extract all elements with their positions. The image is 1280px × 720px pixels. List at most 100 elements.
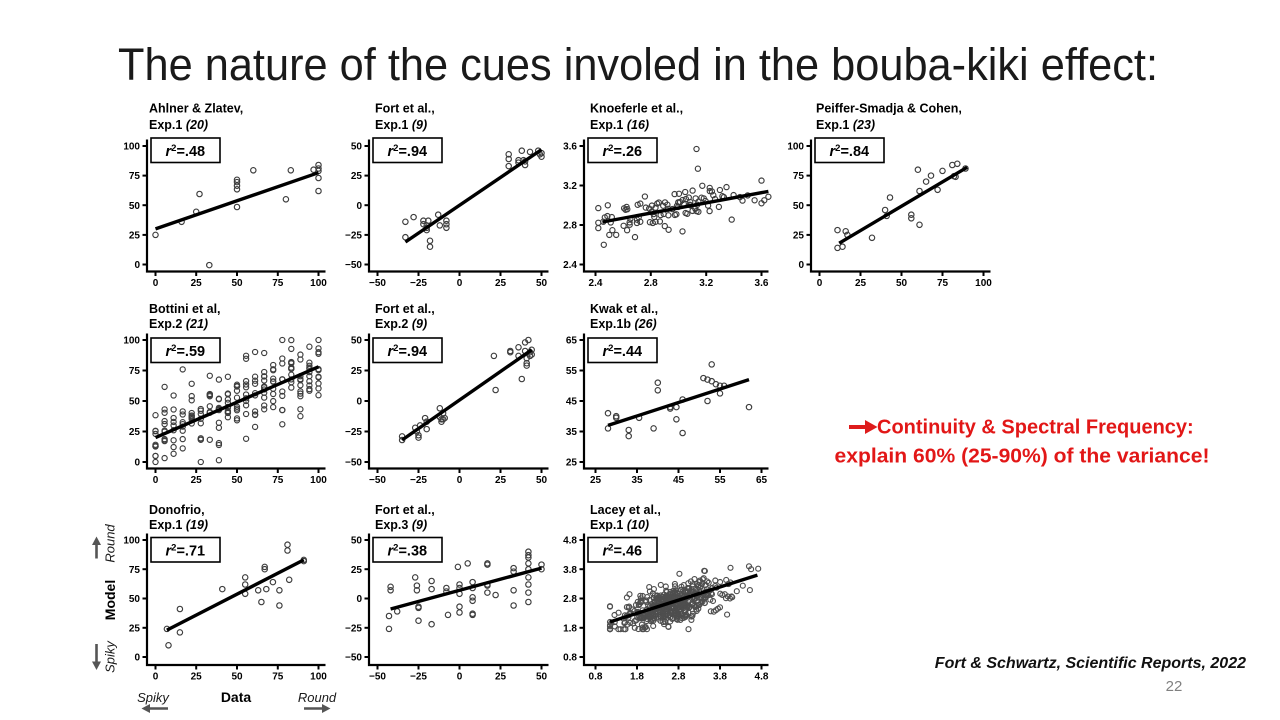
- svg-text:45: 45: [673, 475, 685, 486]
- svg-text:Exp.1 (10): Exp.1 (10): [590, 518, 649, 532]
- svg-text:100: 100: [123, 336, 140, 347]
- svg-text:22: 22: [1166, 678, 1183, 695]
- svg-text:r2=.38: r2=.38: [388, 543, 428, 560]
- svg-text:25: 25: [566, 458, 578, 469]
- svg-text:−50: −50: [345, 458, 362, 469]
- svg-text:2.8: 2.8: [563, 221, 577, 232]
- svg-text:50: 50: [351, 336, 363, 347]
- svg-text:50: 50: [896, 278, 908, 289]
- svg-text:65: 65: [756, 475, 768, 486]
- svg-text:r2=.26: r2=.26: [603, 143, 643, 160]
- svg-text:35: 35: [566, 427, 578, 438]
- svg-text:3.2: 3.2: [699, 278, 713, 289]
- svg-text:Exp.1 (23): Exp.1 (23): [816, 118, 875, 132]
- svg-text:Fort et al.,: Fort et al.,: [375, 302, 435, 316]
- svg-text:0: 0: [457, 475, 463, 486]
- svg-text:75: 75: [272, 672, 284, 683]
- svg-text:25: 25: [351, 565, 363, 576]
- svg-text:−50: −50: [345, 653, 362, 664]
- svg-text:100: 100: [123, 536, 140, 547]
- svg-text:55: 55: [566, 366, 578, 377]
- svg-text:Spiky: Spiky: [137, 690, 170, 705]
- svg-text:Exp.2 (9): Exp.2 (9): [375, 317, 427, 331]
- svg-text:25: 25: [855, 278, 867, 289]
- svg-text:0.8: 0.8: [589, 672, 603, 683]
- svg-text:65: 65: [566, 336, 578, 347]
- svg-text:2.4: 2.4: [589, 278, 603, 289]
- svg-text:100: 100: [310, 475, 327, 486]
- svg-text:25: 25: [191, 475, 203, 486]
- svg-text:3.6: 3.6: [563, 142, 577, 153]
- svg-text:Ahlner & Zlatev,: Ahlner & Zlatev,: [149, 102, 243, 116]
- svg-text:−25: −25: [410, 278, 427, 289]
- svg-text:25: 25: [191, 672, 203, 683]
- svg-text:−50: −50: [369, 278, 386, 289]
- svg-text:r2=.59: r2=.59: [166, 343, 206, 360]
- svg-text:25: 25: [351, 171, 363, 182]
- svg-text:25: 25: [793, 231, 805, 242]
- svg-text:75: 75: [937, 278, 949, 289]
- svg-text:0: 0: [153, 672, 159, 683]
- svg-text:100: 100: [787, 142, 804, 153]
- svg-text:25: 25: [129, 623, 141, 634]
- svg-text:−25: −25: [410, 475, 427, 486]
- svg-text:Exp.2 (21): Exp.2 (21): [149, 317, 208, 331]
- svg-text:50: 50: [351, 536, 363, 547]
- svg-text:3.8: 3.8: [713, 672, 727, 683]
- svg-text:Exp.1 (19): Exp.1 (19): [149, 518, 208, 532]
- svg-text:45: 45: [566, 397, 578, 408]
- svg-text:1.8: 1.8: [563, 623, 577, 634]
- svg-text:4.8: 4.8: [563, 536, 577, 547]
- svg-text:Bottini et al,: Bottini et al,: [149, 302, 221, 316]
- svg-text:3.8: 3.8: [563, 565, 577, 576]
- svg-text:r2=.44: r2=.44: [603, 343, 643, 360]
- svg-text:0: 0: [817, 278, 823, 289]
- svg-text:35: 35: [631, 475, 643, 486]
- svg-text:50: 50: [231, 672, 243, 683]
- svg-text:0.8: 0.8: [563, 653, 577, 664]
- svg-text:0: 0: [356, 397, 362, 408]
- svg-text:2.4: 2.4: [563, 260, 577, 271]
- svg-text:0: 0: [134, 458, 140, 469]
- svg-text:2.8: 2.8: [644, 278, 658, 289]
- svg-text:Spiky: Spiky: [103, 640, 118, 673]
- svg-text:0: 0: [356, 594, 362, 605]
- svg-text:50: 50: [129, 594, 141, 605]
- svg-text:75: 75: [793, 171, 805, 182]
- svg-text:explain 60% (25-90%) of the va: explain 60% (25-90%) of the variance!: [835, 446, 1210, 468]
- svg-text:3.2: 3.2: [563, 181, 577, 192]
- svg-text:100: 100: [310, 672, 327, 683]
- svg-text:r2=.46: r2=.46: [603, 543, 643, 560]
- svg-text:Data: Data: [221, 689, 252, 705]
- svg-text:Fort & Schwartz, Scientific Re: Fort & Schwartz, Scientific Reports, 202…: [935, 655, 1246, 672]
- svg-text:Round: Round: [103, 524, 118, 563]
- svg-text:r2=.94: r2=.94: [388, 343, 428, 360]
- svg-text:50: 50: [536, 475, 548, 486]
- svg-text:0: 0: [457, 278, 463, 289]
- svg-text:0: 0: [153, 278, 159, 289]
- svg-text:3.6: 3.6: [755, 278, 769, 289]
- svg-text:Continuity & Spectral Frequenc: Continuity & Spectral Frequency:: [877, 417, 1194, 439]
- svg-text:Exp.3 (9): Exp.3 (9): [375, 518, 427, 532]
- svg-text:50: 50: [351, 142, 363, 153]
- svg-text:25: 25: [495, 278, 507, 289]
- svg-text:Donofrio,: Donofrio,: [149, 503, 205, 517]
- svg-text:50: 50: [129, 397, 141, 408]
- svg-text:100: 100: [123, 142, 140, 153]
- svg-text:Exp.1b (26): Exp.1b (26): [590, 317, 657, 331]
- svg-text:Knoeferle et al.,: Knoeferle et al.,: [590, 102, 683, 116]
- svg-text:r2=.84: r2=.84: [830, 143, 870, 160]
- svg-text:−25: −25: [345, 231, 362, 242]
- svg-text:The nature of the cues involed: The nature of the cues involed in the bo…: [118, 39, 1158, 90]
- svg-text:Lacey et al.,: Lacey et al.,: [590, 503, 661, 517]
- svg-text:0: 0: [457, 672, 463, 683]
- svg-text:75: 75: [272, 278, 284, 289]
- svg-text:Model: Model: [102, 580, 118, 620]
- svg-text:0: 0: [798, 260, 804, 271]
- svg-text:−50: −50: [369, 672, 386, 683]
- svg-text:0: 0: [134, 260, 140, 271]
- svg-text:100: 100: [975, 278, 992, 289]
- svg-text:r2=.48: r2=.48: [166, 143, 206, 160]
- svg-text:Exp.1 (20): Exp.1 (20): [149, 118, 208, 132]
- svg-text:75: 75: [272, 475, 284, 486]
